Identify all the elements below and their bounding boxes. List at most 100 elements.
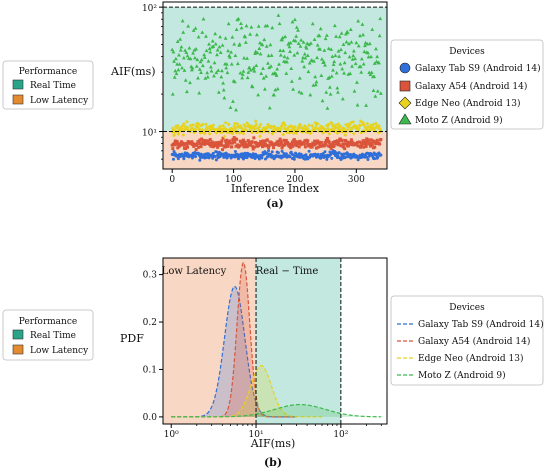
data-point [301, 55, 305, 60]
x-tick-label: 300 [348, 175, 365, 185]
data-point [366, 138, 370, 142]
data-point [198, 142, 202, 146]
data-point [269, 124, 274, 129]
data-point [304, 46, 309, 50]
data-point [311, 141, 315, 145]
data-point [172, 75, 177, 79]
data-point [287, 131, 292, 135]
data-point [366, 50, 370, 55]
data-point [307, 123, 311, 128]
data-point [332, 23, 337, 28]
data-point [215, 52, 219, 57]
data-point [176, 67, 181, 72]
data-point [312, 59, 316, 63]
x-tick-label: 10¹ [249, 430, 264, 440]
data-point [313, 142, 317, 146]
data-point [328, 85, 332, 89]
data-point [329, 47, 334, 51]
data-point [266, 61, 270, 65]
data-point [370, 27, 375, 31]
data-point [362, 139, 366, 143]
data-point [305, 53, 310, 57]
data-point [186, 145, 190, 149]
area-fill [171, 262, 297, 417]
data-point [181, 121, 186, 126]
legend-entry-galaxy-a54: Galaxy A54 (Android 14) [418, 336, 530, 347]
data-point [375, 89, 380, 93]
data-point [188, 123, 193, 128]
data-point [224, 65, 229, 70]
data-point [246, 151, 250, 155]
data-point [193, 55, 197, 60]
data-point [258, 51, 263, 56]
data-point [181, 30, 186, 34]
data-point [291, 126, 296, 131]
legend-marker-galaxy-a54 [399, 80, 411, 92]
data-point [290, 125, 295, 129]
data-point [235, 152, 239, 156]
data-point [244, 23, 249, 28]
data-point [205, 75, 210, 79]
data-point [249, 25, 254, 29]
data-point [321, 59, 326, 64]
data-point [353, 56, 357, 61]
data-point [310, 145, 314, 149]
data-point [283, 34, 288, 39]
data-point [237, 125, 241, 130]
data-point [318, 26, 323, 31]
data-point [315, 55, 319, 60]
data-point [363, 40, 368, 45]
data-point [373, 125, 378, 130]
data-point [323, 36, 328, 41]
data-point [202, 55, 207, 59]
real-time-swatch [12, 329, 24, 340]
data-point [186, 24, 191, 28]
data-point [200, 142, 204, 146]
data-point [289, 66, 294, 70]
data-point [343, 147, 347, 151]
data-point [260, 42, 265, 47]
data-point [328, 92, 333, 96]
data-point [287, 44, 292, 49]
legend-entry-edge-neo: Edge Neo (Android 13) [418, 353, 524, 364]
data-point [172, 143, 176, 147]
data-point [184, 147, 188, 151]
data-point [200, 137, 204, 141]
data-point [312, 37, 317, 42]
data-point [340, 129, 345, 134]
data-point [207, 129, 211, 134]
data-point [304, 153, 308, 157]
data-point [271, 146, 275, 150]
data-point [368, 141, 372, 145]
data-point [248, 127, 253, 132]
data-point [171, 147, 175, 151]
data-point [267, 144, 271, 148]
data-point [263, 144, 267, 148]
data-point [190, 156, 194, 160]
data-point [229, 50, 234, 54]
data-point [306, 69, 311, 74]
data-point [341, 42, 346, 46]
data-point [183, 78, 188, 82]
legend-marker-galaxy-tab-s9 [399, 62, 411, 74]
data-point [342, 142, 346, 146]
data-point [364, 142, 368, 146]
data-point [326, 46, 331, 50]
data-point [325, 136, 329, 140]
data-point [339, 31, 344, 35]
data-point [214, 144, 218, 148]
data-point [258, 134, 262, 139]
data-point [329, 74, 334, 78]
data-point [320, 125, 325, 129]
data-point [204, 34, 208, 38]
data-point [238, 144, 242, 148]
data-point [202, 52, 207, 57]
legend-title: Devices [449, 303, 485, 313]
data-point [364, 144, 368, 148]
data-point [255, 50, 260, 55]
data-point [188, 56, 193, 61]
data-point [291, 131, 296, 136]
data-point [340, 66, 345, 71]
data-point [370, 143, 374, 147]
